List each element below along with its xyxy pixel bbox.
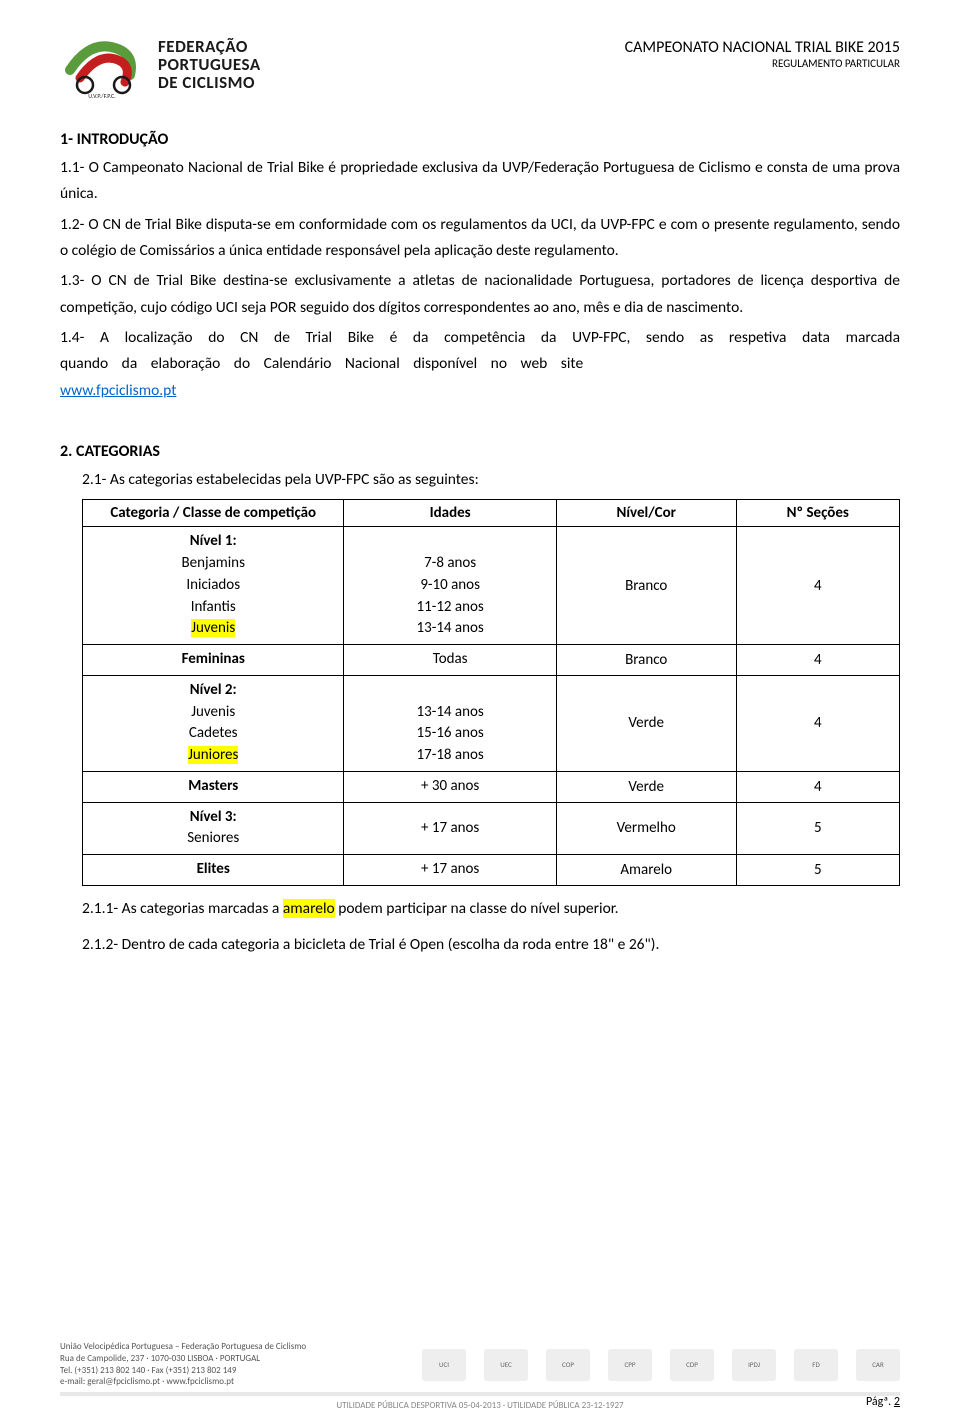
- logo-subtext: U.V.P./F.P.C.: [88, 92, 116, 100]
- cell-idades: 7-8 anos9-10 anos11-12 anos13-14 anos: [344, 527, 556, 645]
- para-2-1-1-a: 2.1.1- As categorias marcadas a: [82, 899, 283, 918]
- categories-table: Categoria / Classe de competição Idades …: [82, 499, 900, 886]
- cell-secoes: 5: [736, 802, 899, 855]
- page-number: Págª. 2: [866, 1395, 900, 1409]
- table-row: Elites+ 17 anosAmarelo5: [83, 855, 900, 886]
- col-nivel: Nível/Cor: [556, 500, 736, 527]
- partner-logo-icon: COP: [546, 1349, 590, 1381]
- para-1-1: 1.1- O Campeonato Nacional de Trial Bike…: [60, 155, 900, 208]
- cell-categoria: Elites: [83, 855, 344, 886]
- partner-logo-icon: UEC: [484, 1349, 528, 1381]
- para-1-4: 1.4- A localização do CN de Trial Bike é…: [60, 325, 900, 404]
- table-header-row: Categoria / Classe de competição Idades …: [83, 500, 900, 527]
- cell-idades: + 17 anos: [344, 802, 556, 855]
- categories-table-wrap: Categoria / Classe de competição Idades …: [82, 499, 900, 886]
- cell-idades: Todas: [344, 645, 556, 676]
- para-1-4-text: 1.4- A localização do CN de Trial Bike é…: [60, 328, 900, 373]
- para-2-1-2: 2.1.2- Dentro de cada categoria a bicicl…: [82, 932, 900, 958]
- col-secoes: Nº Seções: [736, 500, 899, 527]
- partner-logo-icon: CPP: [608, 1349, 652, 1381]
- cell-nivel: Vermelho: [556, 802, 736, 855]
- cell-nivel: Amarelo: [556, 855, 736, 886]
- partner-logo-icon: FD: [794, 1349, 838, 1381]
- section-1: 1- INTRODUÇÃO 1.1- O Campeonato Nacional…: [60, 130, 900, 404]
- footer-email: e-mail: geral@fpciclismo.pt · www.fpcicl…: [60, 1376, 306, 1388]
- cell-categoria: Nível 3:Seniores: [83, 802, 344, 855]
- section-2: 2. CATEGORIAS 2.1- As categorias estabel…: [60, 442, 900, 959]
- footer-org: União Velocipédica Portuguesa – Federaçã…: [60, 1341, 306, 1353]
- cell-nivel: Branco: [556, 527, 736, 645]
- cell-idades: + 17 anos: [344, 855, 556, 886]
- footer-contact: União Velocipédica Portuguesa – Federaçã…: [60, 1341, 306, 1388]
- para-2-1-1: 2.1.1- As categorias marcadas a amarelo …: [82, 896, 900, 922]
- org-logo-block: U.V.P./F.P.C. FEDERAÇÃO PORTUGUESA DE CI…: [60, 30, 261, 100]
- page-footer: União Velocipédica Portuguesa – Federaçã…: [0, 1335, 960, 1415]
- doc-title-block: CAMPEONATO NACIONAL TRIAL BIKE 2015 REGU…: [625, 30, 900, 70]
- col-categoria: Categoria / Classe de competição: [83, 500, 344, 527]
- cell-secoes: 4: [736, 527, 899, 645]
- cell-nivel: Verde: [556, 771, 736, 802]
- para-1-2: 1.2- O CN de Trial Bike disputa-se em co…: [60, 212, 900, 265]
- org-name-line: DE CICLISMO: [158, 74, 261, 92]
- footer-addr: Rua de Campolide, 237 · 1070-030 LISBOA …: [60, 1353, 306, 1365]
- cell-categoria: Masters: [83, 771, 344, 802]
- partner-logo-icon: UCI: [422, 1349, 466, 1381]
- cell-nivel: Verde: [556, 675, 736, 771]
- cell-categoria: Femininas: [83, 645, 344, 676]
- partner-logo-icon: CAR: [856, 1349, 900, 1381]
- footer-partner-logos: UCI UEC COP CPP CDP IPDJ FD CAR: [422, 1349, 900, 1381]
- section-1-title: 1- INTRODUÇÃO: [60, 130, 900, 149]
- partner-logo-icon: IPDJ: [732, 1349, 776, 1381]
- fpc-logo-icon: U.V.P./F.P.C.: [60, 30, 150, 100]
- table-row: Nível 3:Seniores+ 17 anosVermelho5: [83, 802, 900, 855]
- footer-tel: Tel. (+351) 213 802 140 · Fax (+351) 213…: [60, 1365, 306, 1377]
- doc-title: CAMPEONATO NACIONAL TRIAL BIKE 2015: [625, 38, 900, 57]
- para-2-1-1-hl: amarelo: [283, 899, 335, 918]
- page-header: U.V.P./F.P.C. FEDERAÇÃO PORTUGUESA DE CI…: [60, 30, 900, 100]
- table-row: FemininasTodasBranco4: [83, 645, 900, 676]
- cell-idades: 13-14 anos15-16 anos17-18 anos: [344, 675, 556, 771]
- fpciclismo-link[interactable]: www.fpciclismo.pt: [60, 381, 176, 400]
- org-name: FEDERAÇÃO PORTUGUESA DE CICLISMO: [158, 38, 261, 92]
- cell-idades: + 30 anos: [344, 771, 556, 802]
- para-2-1-1-b: podem participar na classe do nível supe…: [335, 899, 619, 918]
- cell-categoria: Nível 2:JuvenisCadetesJuniores: [83, 675, 344, 771]
- cell-secoes: 4: [736, 645, 899, 676]
- footer-utility-line: UTILIDADE PÚBLICA DESPORTIVA 05-04-2013 …: [0, 1396, 960, 1415]
- cell-secoes: 5: [736, 855, 899, 886]
- para-1-3: 1.3- O CN de Trial Bike destina-se exclu…: [60, 268, 900, 321]
- para-2-1: 2.1- As categorias estabelecidas pela UV…: [82, 467, 900, 493]
- cell-nivel: Branco: [556, 645, 736, 676]
- table-row: Nível 2:JuvenisCadetesJuniores 13-14 ano…: [83, 675, 900, 771]
- cell-secoes: 4: [736, 771, 899, 802]
- table-row: Masters+ 30 anosVerde4: [83, 771, 900, 802]
- section-2-title: 2. CATEGORIAS: [60, 442, 900, 461]
- doc-subtitle: REGULAMENTO PARTICULAR: [625, 57, 900, 70]
- table-row: Nível 1:BenjaminsIniciadosInfantisJuveni…: [83, 527, 900, 645]
- col-idades: Idades: [344, 500, 556, 527]
- cell-categoria: Nível 1:BenjaminsIniciadosInfantisJuveni…: [83, 527, 344, 645]
- partner-logo-icon: CDP: [670, 1349, 714, 1381]
- cell-secoes: 4: [736, 675, 899, 771]
